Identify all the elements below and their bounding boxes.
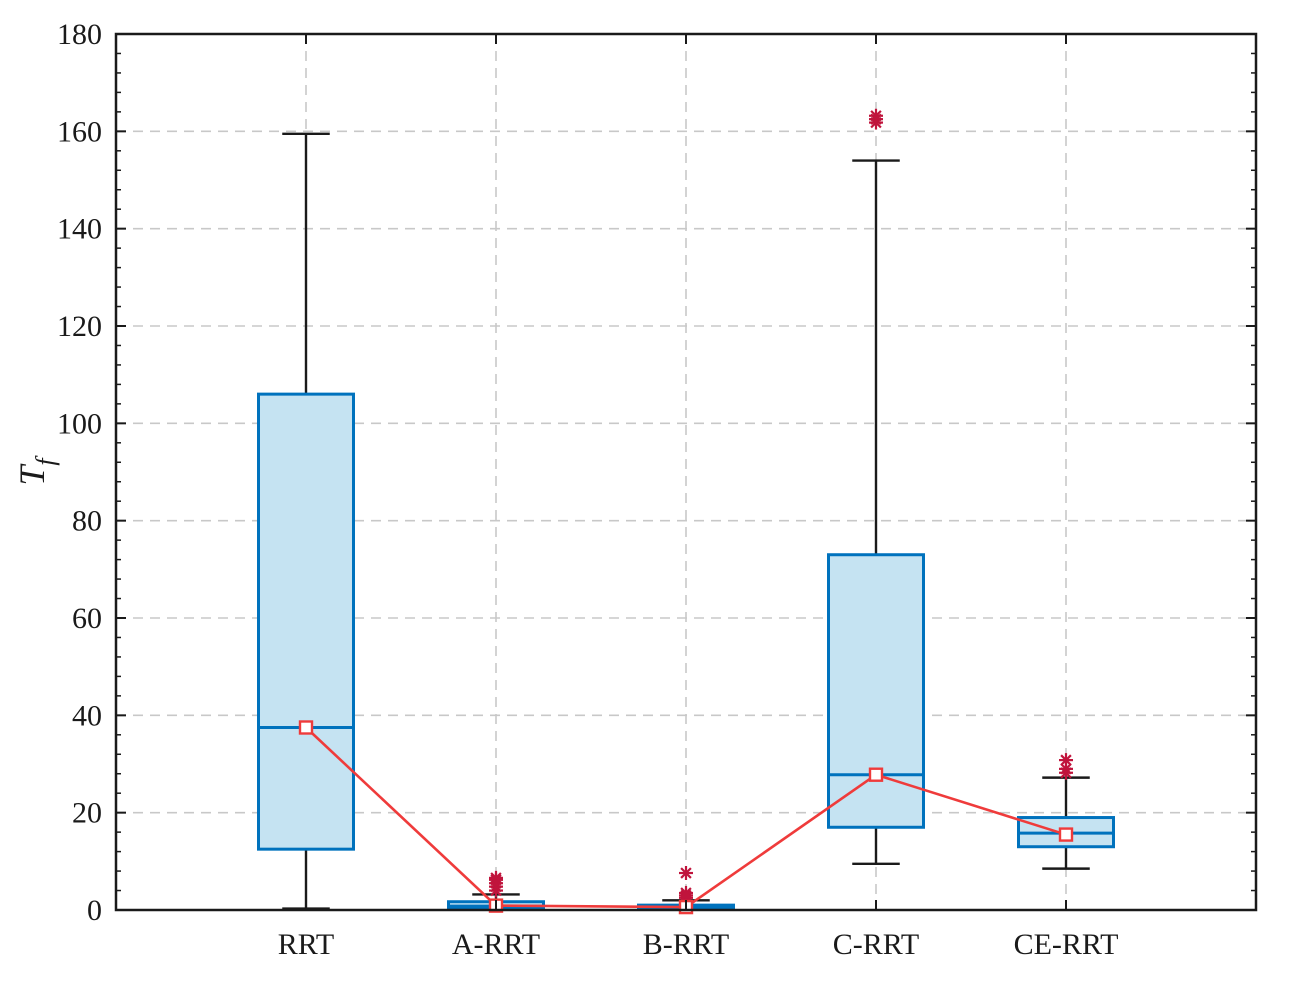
outlier-stroke [490,872,502,884]
outlier-stroke [680,867,692,879]
y-tick-label: 140 [57,213,102,246]
y-axis-label: Tf [12,455,60,486]
outlier-point [679,885,693,900]
outlier-stroke [1060,754,1072,766]
y-axis-label-subscript: f [31,455,60,466]
y-tick-label: 60 [72,602,102,635]
outlier-stroke [870,110,882,122]
y-tick-label: 40 [72,699,102,732]
box-iqr [257,392,355,851]
mean-marker [868,767,884,782]
mean-marker [298,720,314,735]
outlier-point [1059,753,1073,768]
box-ce-rrt [1017,753,1115,870]
y-tick-label: 0 [87,894,102,927]
y-tick-label: 120 [57,310,102,343]
outlier-point [489,870,503,885]
outlier-point [679,866,693,881]
y-axis-label-main: T [12,463,52,486]
outlier-stroke [1060,763,1072,775]
box-c-rrt [827,108,925,865]
outlier-point [869,108,883,123]
boxes [257,108,1115,911]
y-tick-label: 20 [72,797,102,830]
y-tick-label: 100 [57,407,102,440]
y-axis-label-text: Tf [12,455,60,486]
axis-ticks: 0 20 40 60 80 100 120 140 160 180 RRT A-RRT B-RRT C-R… [57,18,1256,961]
x-tick-label: RRT [278,928,335,961]
box-rrt [257,132,355,910]
outlier-stroke [680,887,692,899]
y-tick-label: 160 [57,115,102,148]
mean-marker [1058,827,1074,842]
x-tick-label: C-RRT [833,928,920,961]
x-tick-label: B-RRT [643,928,730,961]
x-tick-label: CE-RRT [1014,928,1119,961]
outlier-point [1059,761,1073,776]
x-tick-label: A-RRT [452,928,540,961]
y-tick-label: 80 [72,505,102,538]
y-tick-label: 180 [57,18,102,51]
